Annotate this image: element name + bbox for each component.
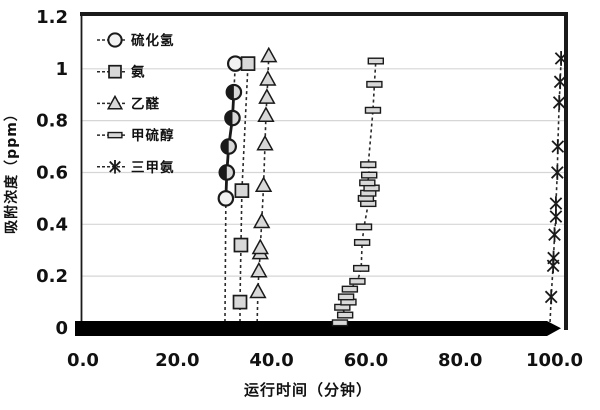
- nh3-marker: [232, 294, 248, 310]
- legend-label-nh3: 氨: [131, 64, 146, 81]
- legend-item-acetaldehyde: 乙醛: [97, 94, 160, 112]
- methyl-mercaptan-marker: [361, 171, 378, 179]
- methyl-mercaptan-marker: [355, 223, 373, 231]
- methyl-mercaptan-marker: [366, 80, 383, 88]
- x-axis-title: 运行时间（分钟）: [243, 381, 372, 399]
- x-tick-label: 40.0: [249, 350, 293, 371]
- y-tick-label: 1: [55, 59, 68, 80]
- legend-item-h2s: 硫化氢: [97, 32, 175, 49]
- h2s-marker: [226, 55, 244, 72]
- frame-right: [564, 12, 568, 330]
- methyl-mercaptan-marker: [353, 238, 371, 246]
- nh3-marker: [240, 56, 256, 71]
- y-tick-label: 0.6: [36, 162, 68, 183]
- methyl-mercaptan-marker: [360, 161, 377, 169]
- legend-label-trimethylamine: 三甲氨: [131, 159, 175, 176]
- y-tick-label: 0.4: [36, 214, 68, 235]
- trimethylamine-marker: [548, 228, 561, 242]
- methyl-mercaptan-marker: [341, 285, 359, 293]
- legend-marker-acetaldehyde: [106, 94, 124, 110]
- methyl-mercaptan-marker: [359, 179, 376, 187]
- acetaldehyde-marker: [256, 134, 274, 151]
- trimethylamine-marker: [544, 290, 558, 304]
- y-tick-label: 0.8: [36, 111, 68, 132]
- nh3-marker: [233, 237, 249, 253]
- legend-marker-trimethylamine: [109, 160, 121, 173]
- trimethylamine-marker: [552, 96, 566, 109]
- y-tick-label: 0: [55, 318, 68, 339]
- acetaldehyde-marker: [250, 261, 268, 278]
- series-trimethylamine-markers: [544, 51, 568, 305]
- acetaldehyde-marker: [257, 106, 275, 123]
- trimethylamine-marker: [549, 197, 563, 210]
- acetaldehyde-marker: [249, 282, 267, 299]
- acetaldehyde-marker: [259, 70, 277, 86]
- x-tick-label: 0.0: [67, 350, 99, 371]
- legend-label-acetaldehyde: 乙醛: [131, 95, 160, 112]
- series-h2s-markers: [217, 55, 244, 207]
- legend-item-nh3: 氨: [97, 64, 146, 81]
- zero-baseline-band: [75, 321, 561, 336]
- frame-top: [80, 12, 568, 16]
- legend-marker-methyl-mercaptan: [107, 131, 123, 139]
- methyl-mercaptan-marker: [349, 277, 366, 285]
- x-tick-label: 20.0: [155, 350, 199, 371]
- x-tick-label: 100.0: [526, 350, 583, 371]
- y-tick-label: 1.2: [36, 7, 68, 28]
- trimethylamine-marker: [549, 210, 563, 223]
- h2s-marker: [217, 190, 235, 207]
- h2s-marker-half-fill: [219, 165, 227, 180]
- h2s-marker-half-fill: [226, 84, 234, 100]
- methyl-mercaptan-marker: [331, 319, 349, 327]
- methyl-mercaptan-marker: [364, 106, 382, 114]
- x-tick-label: 80.0: [438, 350, 482, 371]
- trimethylamine-marker: [554, 52, 568, 65]
- series-nh3-markers: [232, 56, 256, 310]
- trimethylamine-marker: [550, 166, 564, 179]
- h2s-marker-half-fill: [225, 110, 233, 126]
- h2s-marker-half-fill: [221, 139, 229, 154]
- legend-marker-nh3: [108, 64, 122, 79]
- methyl-mercaptan-marker: [336, 311, 354, 319]
- x-tick-label: 60.0: [344, 350, 388, 371]
- series-methyl-mercaptan-markers: [331, 57, 385, 327]
- acetaldehyde-marker: [260, 46, 278, 63]
- legend-item-methyl-mercaptan: 甲硫醇: [97, 127, 175, 144]
- y-tick-label: 0.2: [36, 266, 68, 287]
- legend-item-trimethylamine: 三甲氨: [97, 159, 175, 176]
- acetaldehyde-marker: [253, 212, 271, 229]
- legend-label-methyl-mercaptan: 甲硫醇: [131, 127, 175, 144]
- series-acetaldehyde-markers: [249, 46, 278, 299]
- nh3-marker: [234, 183, 250, 198]
- acetaldehyde-marker: [258, 88, 276, 104]
- y-axis-title: 吸附浓度（ppm）: [4, 106, 20, 234]
- methyl-mercaptan-marker: [367, 57, 385, 65]
- acetaldehyde-marker: [251, 238, 269, 255]
- trimethylamine-marker: [553, 75, 567, 89]
- legend-label-h2s: 硫化氢: [131, 32, 175, 49]
- trimethylamine-marker: [547, 251, 560, 265]
- trimethylamine-marker: [551, 140, 565, 153]
- methyl-mercaptan-marker: [337, 293, 355, 301]
- methyl-mercaptan-marker: [352, 264, 370, 272]
- legend-marker-h2s: [107, 32, 123, 48]
- acetaldehyde-marker: [254, 176, 273, 192]
